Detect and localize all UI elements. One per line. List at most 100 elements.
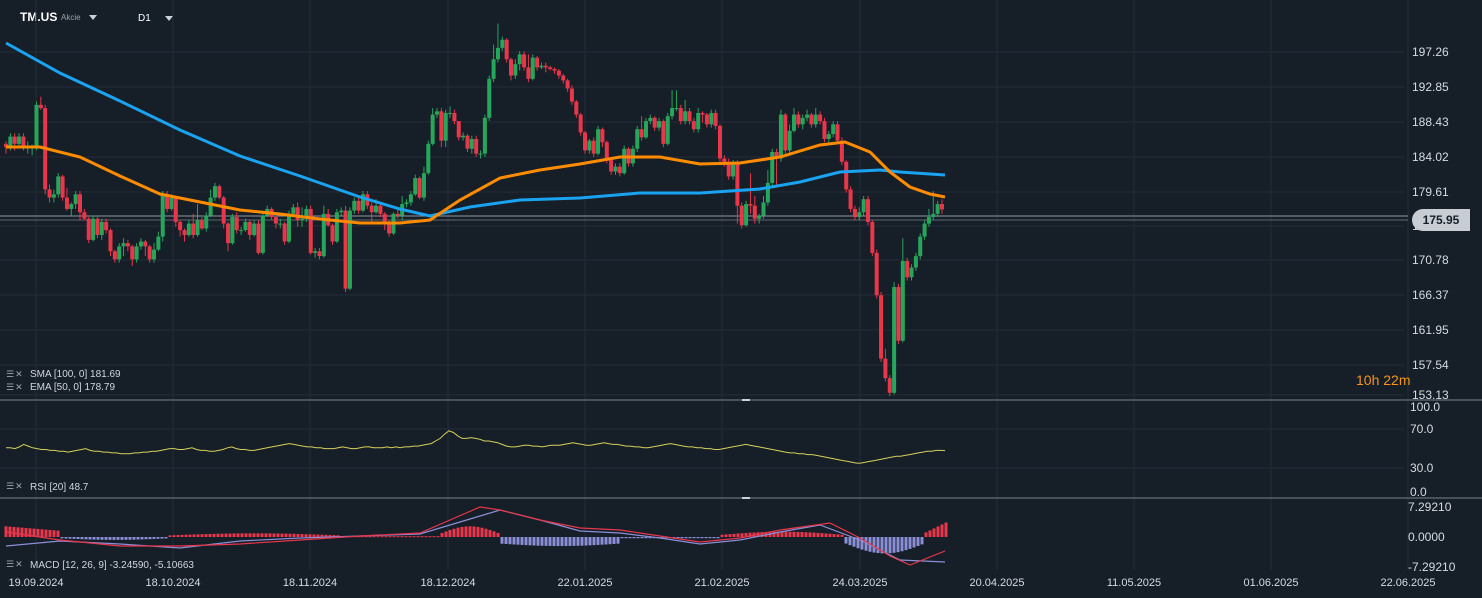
macd-histogram-bar [184,534,188,537]
ema-settings-icon[interactable]: ☰✕ [6,382,24,392]
symbol-name[interactable]: TM.US [20,10,58,24]
candle [674,108,679,110]
macd-histogram-bar [132,537,136,540]
macd-histogram-bar [664,537,668,539]
candle [99,221,104,235]
candle [635,129,640,149]
candle [452,112,457,122]
candle [587,140,592,151]
macd-histogram-bar [64,537,68,539]
candle [735,163,740,206]
macd-histogram-bar [292,533,296,537]
symbol-dropdown-icon[interactable] [89,15,97,20]
macd-histogram-bar [520,537,524,545]
candle [282,223,287,242]
candle [765,182,770,203]
panel-resize-handle [742,399,750,401]
macd-histogram-bar [860,537,864,550]
macd-histogram-bar [696,537,700,539]
candle [382,213,387,222]
macd-histogram-bar [920,537,924,545]
candle [883,358,888,379]
macd-histogram-bar [172,535,176,537]
candle [657,121,662,128]
macd-histogram-bar [324,534,328,537]
x-tick-label: 18.10.2024 [145,577,200,589]
macd-histogram-bar [440,532,444,537]
candle [722,158,727,164]
macd-histogram-bar [96,537,100,540]
candle [643,121,648,138]
candle [509,59,514,76]
macd-histogram-bar [432,536,436,538]
timeframe-selector[interactable]: D1 [138,13,151,24]
x-tick-label: 19.09.2024 [8,577,63,589]
candle [51,194,56,198]
candle [739,205,744,226]
sma-legend: SMA [100, 0] 181.69 [30,369,121,380]
candle [535,57,540,68]
macd-settings-icon[interactable]: ☰✕ [6,559,24,569]
candle [500,39,505,48]
candle [879,295,884,359]
macd-histogram-bar [736,533,740,537]
macd-histogram-bar [772,531,776,537]
macd-histogram-bar [872,537,876,553]
macd-histogram-bar [676,537,680,539]
candle [530,57,535,79]
candle [748,204,753,206]
candle [456,121,461,138]
candle [617,166,622,174]
candle [430,114,435,144]
candle [900,261,905,341]
timeframe-dropdown-icon[interactable] [165,16,173,21]
rsi-axis-label: 100.0 [1410,400,1440,414]
macd-histogram-bar [528,537,532,546]
macd-histogram-bar [316,534,320,537]
candle [247,221,252,235]
candle [517,54,522,65]
macd-histogram-bar [824,533,828,537]
macd-histogram-bar [512,537,516,545]
candle [687,111,692,122]
macd-histogram-bar [740,533,744,537]
candle [569,88,574,102]
macd-histogram-bar [632,537,636,539]
macd-histogram-bar [332,535,336,537]
sma-settings-icon[interactable]: ☰✕ [6,369,24,379]
macd-histogram-bar [456,527,460,537]
macd-histogram-bar [388,536,392,538]
rsi-settings-icon[interactable]: ☰✕ [6,481,24,491]
macd-histogram-bar [564,537,568,547]
macd-histogram-bar [748,532,752,537]
macd-histogram-bar [836,534,840,537]
candle [73,194,78,205]
candle [160,194,165,237]
macd-histogram-bar [708,537,712,539]
candle [156,236,161,250]
macd-histogram-bar [464,526,468,537]
candle [108,230,113,252]
candle [648,117,653,122]
candle [395,213,400,216]
candle [613,166,618,172]
macd-histogram-bar [160,537,164,539]
candle [112,251,117,260]
macd-histogram-bar [416,536,420,538]
macd-histogram-bar [680,537,684,539]
macd-histogram-bar [940,524,944,537]
candle [874,252,879,296]
candle [713,112,718,126]
candle [195,220,200,235]
macd-legend: MACD [12, 26, 9] -3.24590, -5.10663 [30,560,194,571]
macd-histogram-bar [924,532,928,537]
candle [21,136,26,148]
macd-histogram-bar [492,531,496,537]
macd-histogram-bar [280,533,284,537]
candle [17,136,22,144]
macd-histogram-bar [880,537,884,554]
macd-histogram-bar [124,537,128,540]
candle [918,236,923,257]
candle [913,256,918,268]
